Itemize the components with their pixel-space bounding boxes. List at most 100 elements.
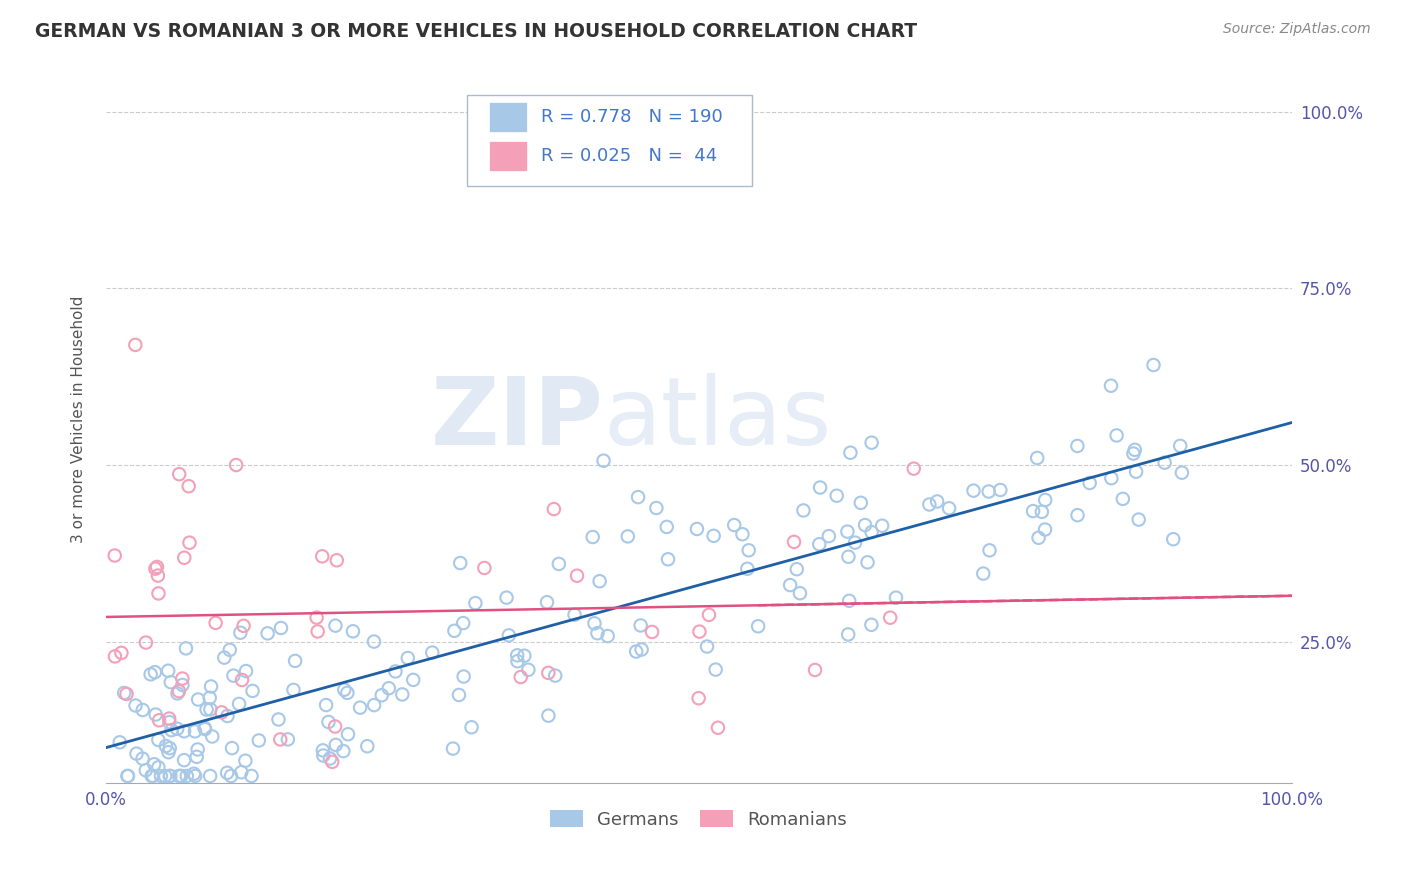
Point (148, 714, 170, 728)
Point (117, 769, 139, 783)
Point (167, 684, 190, 698)
Point (319, 751, 342, 765)
Point (187, 742, 209, 756)
Point (686, 522, 709, 536)
Point (284, 654, 307, 668)
Point (222, 668, 245, 682)
Point (1099, 471, 1122, 485)
Point (977, 484, 1000, 499)
Point (201, 730, 224, 744)
Point (149, 769, 172, 783)
Point (537, 708, 560, 723)
Point (804, 663, 827, 677)
Point (221, 741, 243, 756)
Point (617, 529, 640, 543)
Point (1105, 428, 1128, 442)
Point (148, 732, 170, 747)
Point (217, 765, 239, 780)
Point (349, 700, 371, 714)
Point (173, 550, 195, 565)
Point (586, 626, 609, 640)
Point (543, 502, 565, 516)
Point (342, 624, 364, 639)
Point (179, 535, 201, 549)
Point (145, 562, 167, 576)
Point (269, 732, 291, 747)
Point (135, 635, 157, 649)
Point (839, 446, 862, 460)
Point (200, 680, 222, 694)
Point (860, 617, 883, 632)
Point (825, 489, 848, 503)
Point (837, 627, 859, 641)
Point (307, 624, 329, 639)
Point (117, 769, 139, 783)
Text: ZIP: ZIP (430, 373, 603, 465)
Point (1033, 492, 1056, 507)
Point (142, 769, 165, 783)
Point (703, 529, 725, 543)
Point (371, 688, 394, 702)
Point (1099, 378, 1122, 392)
Point (979, 543, 1001, 558)
Point (513, 648, 536, 663)
Point (160, 723, 183, 738)
Point (219, 769, 242, 783)
Point (544, 668, 567, 682)
Point (1153, 456, 1175, 470)
Point (596, 629, 619, 643)
Point (217, 709, 239, 723)
Point (336, 686, 359, 700)
Point (115, 687, 138, 701)
Text: R = 0.778   N = 190: R = 0.778 N = 190 (541, 108, 723, 126)
Point (141, 769, 163, 783)
Point (853, 518, 876, 533)
Point (194, 722, 217, 736)
Point (267, 713, 290, 727)
FancyBboxPatch shape (467, 95, 752, 186)
Text: atlas: atlas (603, 373, 832, 465)
Point (1161, 532, 1184, 546)
Point (547, 557, 569, 571)
Point (132, 703, 155, 717)
Point (938, 501, 960, 516)
Point (159, 675, 181, 690)
Text: Source: ZipAtlas.com: Source: ZipAtlas.com (1223, 22, 1371, 37)
Point (696, 640, 718, 654)
Point (657, 552, 679, 566)
Point (172, 672, 194, 686)
Point (384, 665, 406, 679)
Point (630, 618, 652, 632)
Point (312, 748, 335, 763)
Point (124, 698, 146, 713)
Point (582, 530, 605, 544)
Point (962, 483, 984, 498)
Point (356, 739, 378, 754)
Point (451, 616, 474, 631)
Point (170, 769, 193, 783)
Point (125, 747, 148, 761)
Point (198, 690, 221, 705)
Point (817, 529, 839, 543)
Point (218, 643, 240, 657)
Point (148, 586, 170, 600)
Point (391, 688, 413, 702)
Point (402, 673, 425, 687)
Point (159, 741, 181, 756)
Point (808, 537, 831, 551)
Point (305, 610, 328, 624)
Point (808, 481, 831, 495)
Point (972, 566, 994, 581)
Point (789, 586, 811, 600)
Point (1066, 508, 1088, 523)
Point (186, 749, 208, 764)
Point (200, 702, 222, 716)
Point (332, 744, 354, 758)
Point (588, 574, 610, 589)
Point (187, 692, 209, 706)
Point (195, 702, 218, 716)
Point (1168, 439, 1191, 453)
Point (146, 560, 169, 574)
Point (256, 626, 278, 640)
Point (453, 669, 475, 683)
